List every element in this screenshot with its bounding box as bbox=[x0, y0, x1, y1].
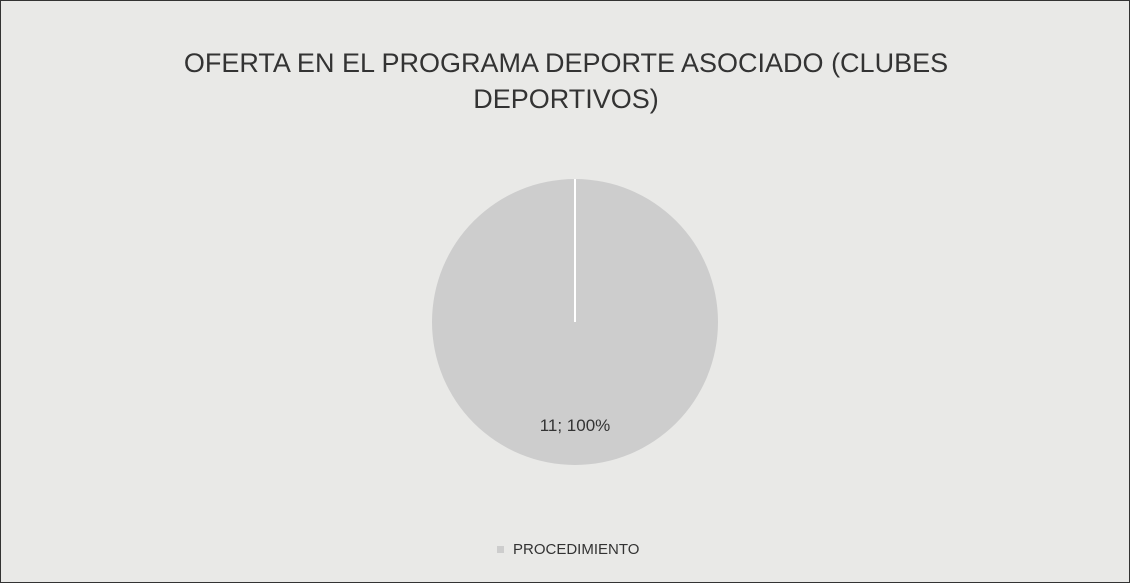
legend-swatch bbox=[497, 546, 504, 553]
data-label: 11; 100% bbox=[540, 416, 611, 435]
legend-label: PROCEDIMIENTO bbox=[513, 541, 639, 558]
chart-title: OFERTA EN EL PROGRAMA DEPORTE ASOCIADO (… bbox=[183, 48, 949, 114]
